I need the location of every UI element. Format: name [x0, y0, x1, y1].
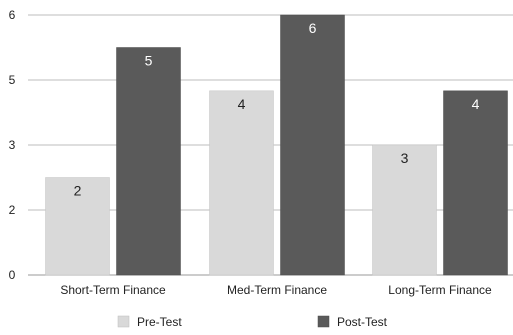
x-tick-label: Long-Term Finance	[388, 283, 492, 297]
data-label: 3	[401, 150, 409, 166]
x-tick-label: Med-Term Finance	[227, 283, 327, 297]
y-tick-label: 2	[9, 203, 16, 217]
legend-label: Post-Test	[337, 315, 388, 329]
bar-post-test	[443, 90, 508, 276]
y-tick-label: 5	[9, 73, 16, 87]
y-tick-label: 6	[9, 8, 16, 22]
y-tick-label: 3	[9, 138, 16, 152]
bar-post-test	[280, 14, 345, 276]
data-label: 4	[472, 96, 480, 112]
bar-pre-test	[372, 144, 437, 276]
legend-swatch	[117, 315, 130, 328]
data-label: 5	[145, 53, 153, 69]
legend-swatch	[317, 315, 330, 328]
bar-pre-test	[209, 90, 274, 276]
data-label: 4	[238, 96, 246, 112]
data-label: 2	[74, 183, 82, 199]
x-tick-label: Short-Term Finance	[60, 283, 166, 297]
data-label: 6	[309, 20, 317, 36]
legend-label: Pre-Test	[137, 315, 182, 329]
bar-pre-test	[45, 177, 110, 276]
y-tick-label: 0	[9, 268, 16, 282]
bar-post-test	[116, 47, 181, 276]
